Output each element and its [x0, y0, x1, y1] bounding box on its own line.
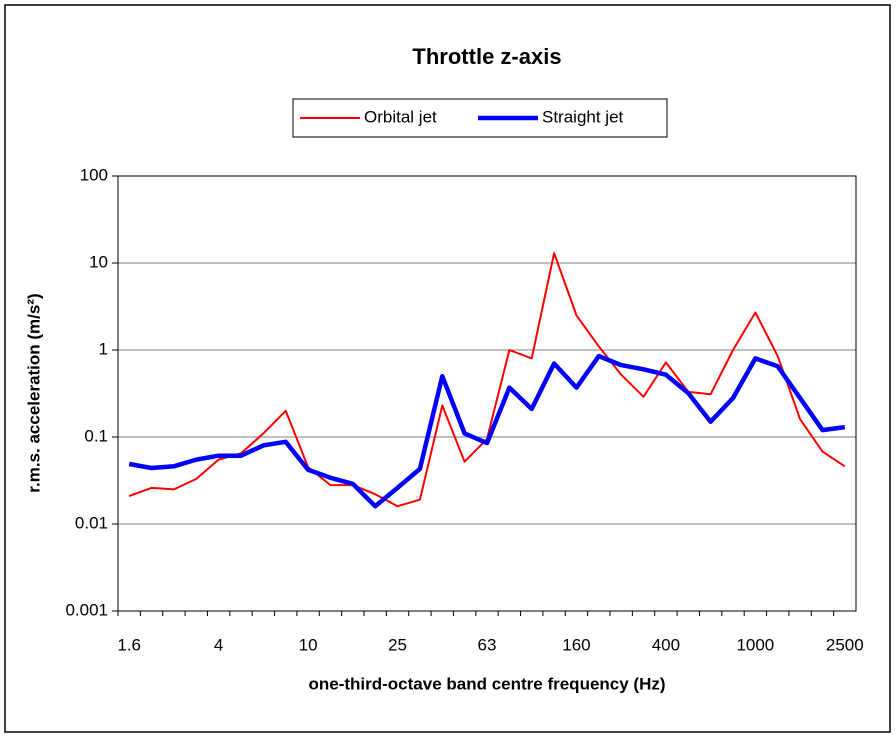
y-tick-label: 10	[89, 252, 108, 271]
legend-label: Straight jet	[542, 107, 624, 126]
series-line	[128, 353, 846, 509]
x-tick-label: 4	[214, 635, 223, 654]
x-tick-label: 25	[388, 635, 407, 654]
x-tick-label: 400	[652, 635, 680, 654]
chart-title: Throttle z-axis	[412, 44, 561, 69]
plot-area	[117, 175, 857, 612]
legend-label: Orbital jet	[364, 107, 437, 126]
y-tick-label: 1	[99, 339, 108, 358]
x-tick-label: 1.6	[117, 635, 141, 654]
x-tick-label: 10	[299, 635, 318, 654]
y-tick-label: 0.01	[75, 513, 108, 532]
x-tick-label: 2500	[826, 635, 864, 654]
x-axis-label: one-third-octave band centre frequency (…	[308, 674, 665, 693]
y-tick-label: 100	[80, 165, 108, 184]
x-tick-label: 160	[562, 635, 590, 654]
x-tick-label: 63	[478, 635, 497, 654]
y-tick-label: 0.1	[84, 426, 108, 445]
y-tick-label: 0.001	[65, 600, 108, 619]
x-tick-label: 1000	[736, 635, 774, 654]
y-axis-label: r.m.s. acceleration (m/s²)	[24, 293, 43, 492]
